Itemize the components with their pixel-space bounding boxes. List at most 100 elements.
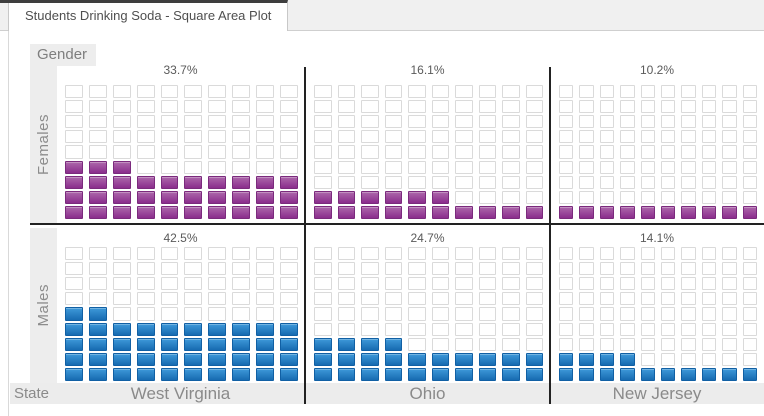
filled-square[interactable] xyxy=(208,337,227,351)
filled-square[interactable] xyxy=(280,190,298,204)
filled-square[interactable] xyxy=(184,205,203,219)
filled-square[interactable] xyxy=(681,367,696,381)
filled-square[interactable] xyxy=(681,205,696,219)
filled-square[interactable] xyxy=(232,367,251,381)
filled-square[interactable] xyxy=(314,205,332,219)
filled-square[interactable] xyxy=(184,190,203,204)
filled-square[interactable] xyxy=(384,352,402,366)
filled-square[interactable] xyxy=(620,352,635,366)
filled-square[interactable] xyxy=(337,205,355,219)
filled-square[interactable] xyxy=(579,367,594,381)
filled-square[interactable] xyxy=(314,367,332,381)
filled-square[interactable] xyxy=(620,205,635,219)
filled-square[interactable] xyxy=(455,352,473,366)
filled-square[interactable] xyxy=(280,175,298,189)
filled-square[interactable] xyxy=(337,190,355,204)
filled-square[interactable] xyxy=(65,160,83,174)
filled-square[interactable] xyxy=(136,337,155,351)
filled-square[interactable] xyxy=(184,322,203,336)
filled-square[interactable] xyxy=(112,175,131,189)
filled-square[interactable] xyxy=(722,367,737,381)
filled-square[interactable] xyxy=(579,205,594,219)
filled-square[interactable] xyxy=(112,337,131,351)
filled-square[interactable] xyxy=(256,337,275,351)
filled-square[interactable] xyxy=(112,205,131,219)
filled-square[interactable] xyxy=(455,205,473,219)
filled-square[interactable] xyxy=(742,367,757,381)
filled-square[interactable] xyxy=(408,190,426,204)
filled-square[interactable] xyxy=(65,205,83,219)
filled-square[interactable] xyxy=(65,190,83,204)
filled-square[interactable] xyxy=(136,175,155,189)
filled-square[interactable] xyxy=(559,352,574,366)
filled-square[interactable] xyxy=(160,367,179,381)
filled-square[interactable] xyxy=(620,367,635,381)
filled-square[interactable] xyxy=(136,367,155,381)
filled-square[interactable] xyxy=(431,205,449,219)
tab-square-area-plot[interactable]: Students Drinking Soda - Square Area Plo… xyxy=(8,0,289,31)
filled-square[interactable] xyxy=(701,367,717,381)
filled-square[interactable] xyxy=(160,205,179,219)
filled-square[interactable] xyxy=(361,337,379,351)
filled-square[interactable] xyxy=(65,175,83,189)
filled-square[interactable] xyxy=(280,205,298,219)
filled-square[interactable] xyxy=(361,190,379,204)
filled-square[interactable] xyxy=(136,205,155,219)
filled-square[interactable] xyxy=(184,175,203,189)
filled-square[interactable] xyxy=(232,175,251,189)
filled-square[interactable] xyxy=(65,352,83,366)
filled-square[interactable] xyxy=(160,337,179,351)
filled-square[interactable] xyxy=(65,322,83,336)
filled-square[interactable] xyxy=(88,190,107,204)
filled-square[interactable] xyxy=(65,337,83,351)
filled-square[interactable] xyxy=(525,352,543,366)
filled-square[interactable] xyxy=(314,352,332,366)
filled-square[interactable] xyxy=(256,205,275,219)
filled-square[interactable] xyxy=(112,160,131,174)
filled-square[interactable] xyxy=(280,337,298,351)
filled-square[interactable] xyxy=(280,367,298,381)
filled-square[interactable] xyxy=(256,352,275,366)
filled-square[interactable] xyxy=(384,337,402,351)
filled-square[interactable] xyxy=(208,175,227,189)
filled-square[interactable] xyxy=(184,337,203,351)
filled-square[interactable] xyxy=(599,367,615,381)
filled-square[interactable] xyxy=(478,205,496,219)
filled-square[interactable] xyxy=(184,367,203,381)
filled-square[interactable] xyxy=(431,190,449,204)
filled-square[interactable] xyxy=(256,367,275,381)
filled-square[interactable] xyxy=(232,337,251,351)
filled-square[interactable] xyxy=(525,205,543,219)
filled-square[interactable] xyxy=(136,352,155,366)
filled-square[interactable] xyxy=(579,352,594,366)
filled-square[interactable] xyxy=(337,337,355,351)
filled-square[interactable] xyxy=(431,367,449,381)
filled-square[interactable] xyxy=(88,367,107,381)
filled-square[interactable] xyxy=(160,190,179,204)
filled-square[interactable] xyxy=(660,367,676,381)
filled-square[interactable] xyxy=(384,190,402,204)
filled-square[interactable] xyxy=(502,367,520,381)
filled-square[interactable] xyxy=(88,175,107,189)
filled-square[interactable] xyxy=(256,175,275,189)
filled-square[interactable] xyxy=(337,367,355,381)
filled-square[interactable] xyxy=(88,307,107,321)
filled-square[interactable] xyxy=(208,205,227,219)
filled-square[interactable] xyxy=(280,352,298,366)
filled-square[interactable] xyxy=(208,190,227,204)
filled-square[interactable] xyxy=(208,322,227,336)
filled-square[interactable] xyxy=(361,205,379,219)
filled-square[interactable] xyxy=(599,352,615,366)
filled-square[interactable] xyxy=(256,322,275,336)
filled-square[interactable] xyxy=(232,352,251,366)
filled-square[interactable] xyxy=(88,337,107,351)
filled-square[interactable] xyxy=(408,352,426,366)
filled-square[interactable] xyxy=(599,205,615,219)
filled-square[interactable] xyxy=(701,205,717,219)
filled-square[interactable] xyxy=(408,205,426,219)
filled-square[interactable] xyxy=(640,367,655,381)
filled-square[interactable] xyxy=(431,352,449,366)
filled-square[interactable] xyxy=(280,322,298,336)
filled-square[interactable] xyxy=(88,322,107,336)
filled-square[interactable] xyxy=(232,322,251,336)
